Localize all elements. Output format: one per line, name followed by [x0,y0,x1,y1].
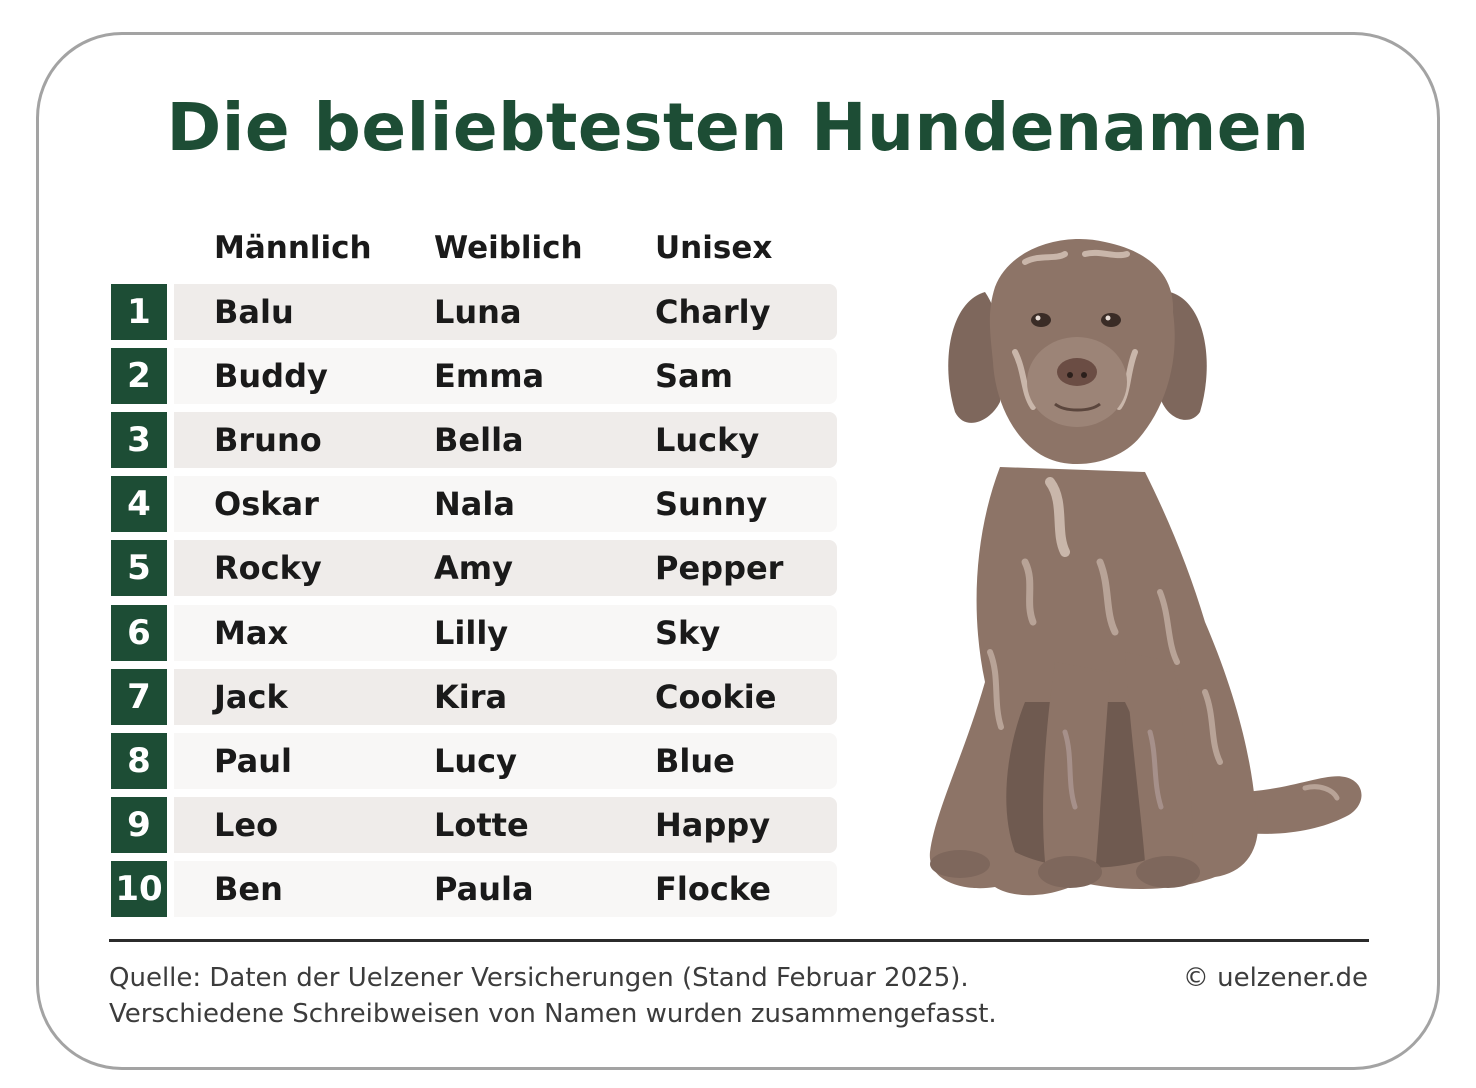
name-unisex: Pepper [655,549,784,587]
dog-illustration [929,239,1362,896]
name-male: Bruno [214,421,322,459]
name-female: Nala [434,485,515,523]
name-unisex: Charly [655,293,771,331]
rank-badge: 8 [111,733,167,789]
rank-badge: 5 [111,540,167,596]
table-row: 1 Balu Luna Charly [111,284,837,340]
row-band [174,348,837,404]
row-band [174,669,837,725]
name-unisex: Sky [655,614,721,652]
table-row: 4 Oskar Nala Sunny [111,476,837,532]
name-male: Oskar [214,485,319,523]
name-unisex: Sam [655,357,733,395]
row-band [174,284,837,340]
copyright-link[interactable]: © uelzener.de [1182,963,1368,993]
source-line-1: Quelle: Daten der Uelzener Versicherunge… [109,963,969,993]
name-female: Lilly [434,614,509,652]
name-unisex: Sunny [655,485,768,523]
table-row: 8 Paul Lucy Blue [111,733,837,789]
table-row: 9 Leo Lotte Happy [111,797,837,853]
name-male: Max [214,614,289,652]
row-band [174,797,837,853]
row-band [174,605,837,661]
column-header-male: Männlich [214,230,372,266]
rank-badge: 7 [111,669,167,725]
row-band [174,476,837,532]
source-line-2: Verschiedene Schreibweisen von Namen wur… [109,999,997,1029]
rank-badge: 4 [111,476,167,532]
rank-badge: 10 [111,861,167,917]
page-title: Die beliebtesten Hundenamen [166,89,1310,166]
column-header-unisex: Unisex [655,230,773,266]
row-band [174,733,837,789]
rank-badge: 9 [111,797,167,853]
name-unisex: Flocke [655,870,771,908]
name-female: Paula [434,870,534,908]
name-unisex: Lucky [655,421,760,459]
rank-badge: 6 [111,605,167,661]
name-unisex: Happy [655,806,771,844]
name-unisex: Cookie [655,678,777,716]
name-female: Amy [434,549,513,587]
name-male: Leo [214,806,279,844]
row-band [174,540,837,596]
column-header-female: Weiblich [434,230,583,266]
name-female: Emma [434,357,545,395]
table-row: 7 Jack Kira Cookie [111,669,837,725]
table-row: 10 Ben Paula Flocke [111,861,837,917]
name-male: Jack [214,678,288,716]
name-female: Lotte [434,806,529,844]
name-male: Rocky [214,549,322,587]
name-female: Kira [434,678,508,716]
name-male: Paul [214,742,292,780]
name-unisex: Blue [655,742,735,780]
table-row: 5 Rocky Amy Pepper [111,540,837,596]
name-female: Luna [434,293,522,331]
name-male: Ben [214,870,283,908]
rank-badge: 2 [111,348,167,404]
rank-badge: 3 [111,412,167,468]
rank-badge: 1 [111,284,167,340]
table-row: 2 Buddy Emma Sam [111,348,837,404]
row-band [174,412,837,468]
row-band [174,861,837,917]
name-male: Buddy [214,357,328,395]
name-female: Lucy [434,742,517,780]
source-note: Quelle: Daten der Uelzener Versicherunge… [109,960,1109,1032]
table-row: 3 Bruno Bella Lucky [111,412,837,468]
table-row: 6 Max Lilly Sky [111,605,837,661]
name-female: Bella [434,421,524,459]
name-male: Balu [214,293,294,331]
footer-divider [109,939,1369,942]
